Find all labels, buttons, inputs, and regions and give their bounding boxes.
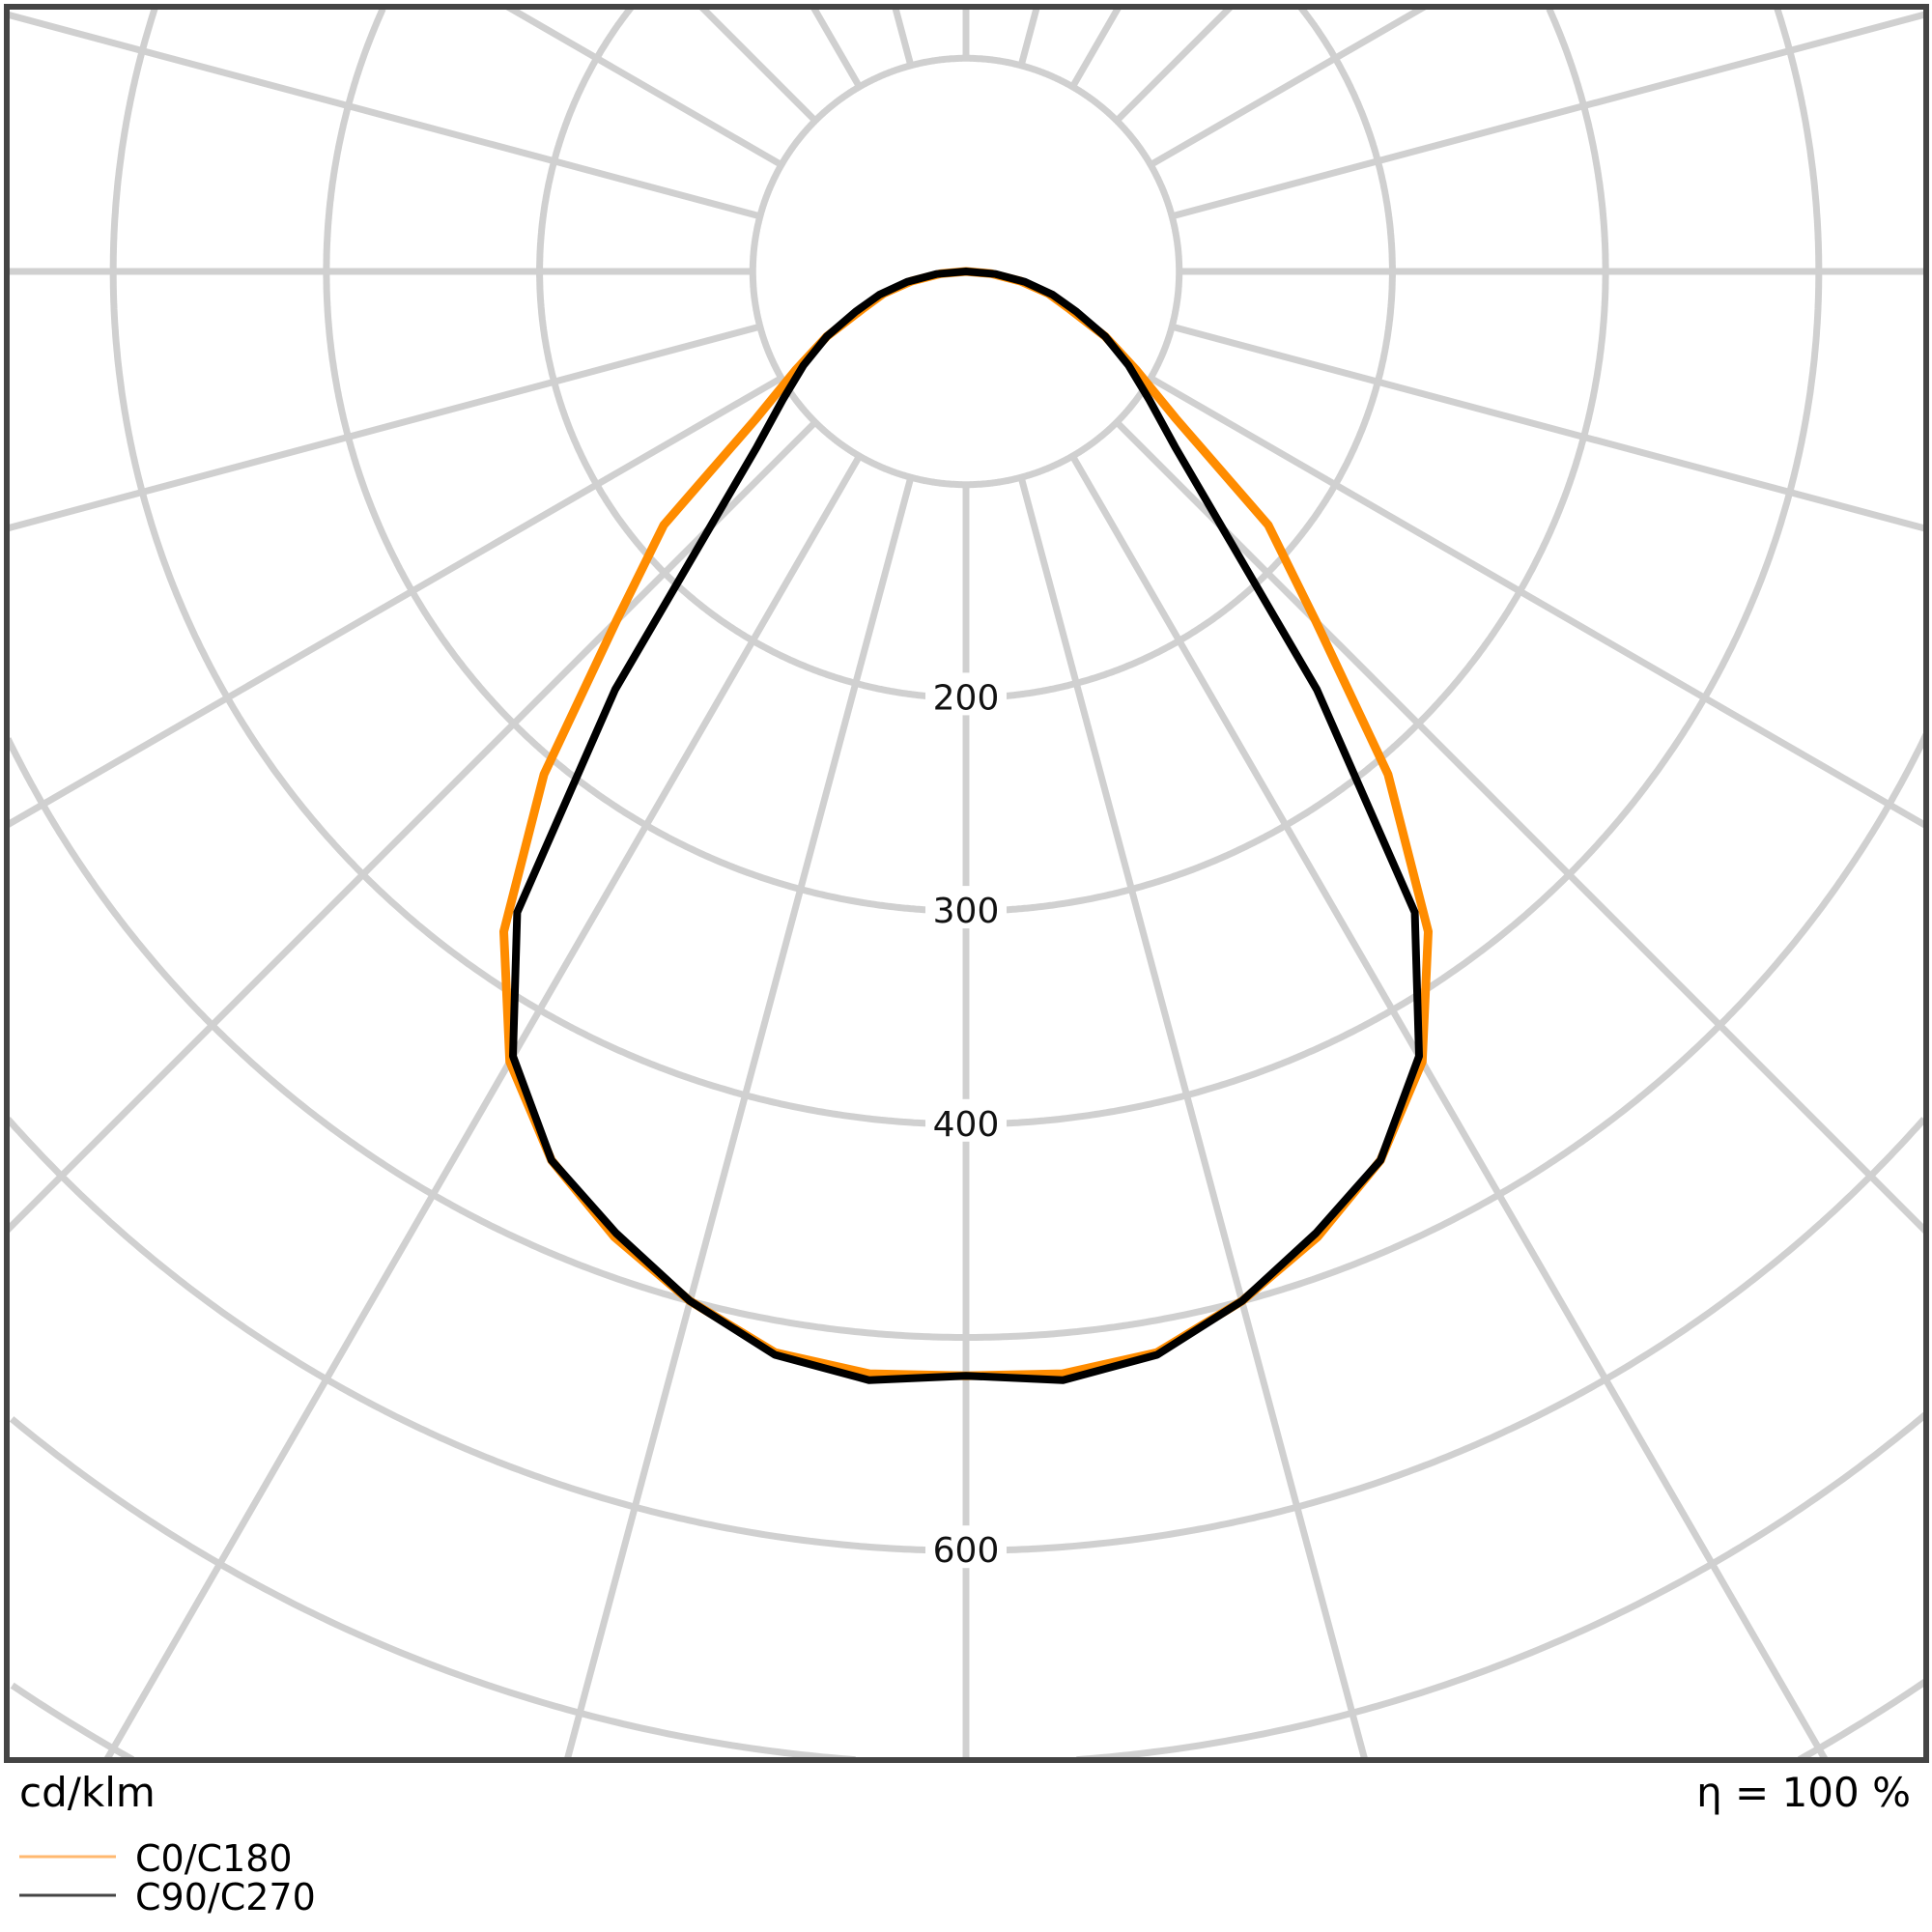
- grid-spoke: [1149, 7, 1427, 168]
- tick-label-bg: [925, 886, 1007, 929]
- radial-tick-label: 300: [933, 892, 1000, 931]
- tick-label-bg: [925, 672, 1007, 716]
- grid-spoke: [7, 419, 818, 1234]
- curves: [499, 267, 1433, 1384]
- grid-spoke: [1069, 7, 1122, 89]
- grid-spoke: [1171, 323, 1926, 532]
- curve-c90-c270: [509, 268, 1423, 1384]
- grid-spoke: [7, 11, 761, 220]
- grid-spoke: [1017, 7, 1040, 67]
- radial-tick-label: 200: [933, 678, 1000, 718]
- grid-spoke: [1149, 375, 1926, 829]
- grid-spoke: [7, 323, 761, 532]
- radial-tick-label: 400: [933, 1105, 1000, 1145]
- grid-spoke: [1114, 7, 1234, 124]
- radial-tick-label: 600: [933, 1531, 1000, 1571]
- grid-spoke: [698, 7, 818, 124]
- grid-spoke: [505, 7, 783, 168]
- grid-spoke: [1069, 454, 1829, 1760]
- grid-spoke: [1114, 419, 1926, 1235]
- plot-frame: [4, 4, 1929, 1763]
- tick-label-bg: [925, 1525, 1007, 1569]
- grid-ring: [9, 1416, 856, 1760]
- grid-spoke: [103, 454, 863, 1760]
- legend-label-c90: C90/C270: [135, 1876, 316, 1918]
- tick-label-bg: [925, 1098, 1007, 1142]
- grid-ring: [1076, 1411, 1926, 1760]
- radial-tick-labels: 200 300 400 600: [925, 672, 1007, 1571]
- legend: C0/C180 C90/C270: [19, 1837, 316, 1918]
- grid-spoke: [563, 476, 915, 1760]
- efficiency-label: η = 100 %: [1696, 1769, 1911, 1816]
- grid-spoke: [7, 375, 783, 829]
- grid-spoke: [1171, 11, 1926, 220]
- legend-label-c0: C0/C180: [135, 1837, 293, 1880]
- grid-spoke: [892, 7, 915, 67]
- grid-spoke: [1017, 476, 1369, 1760]
- grid-spoke: [810, 7, 863, 89]
- unit-label: cd/klm: [19, 1769, 156, 1816]
